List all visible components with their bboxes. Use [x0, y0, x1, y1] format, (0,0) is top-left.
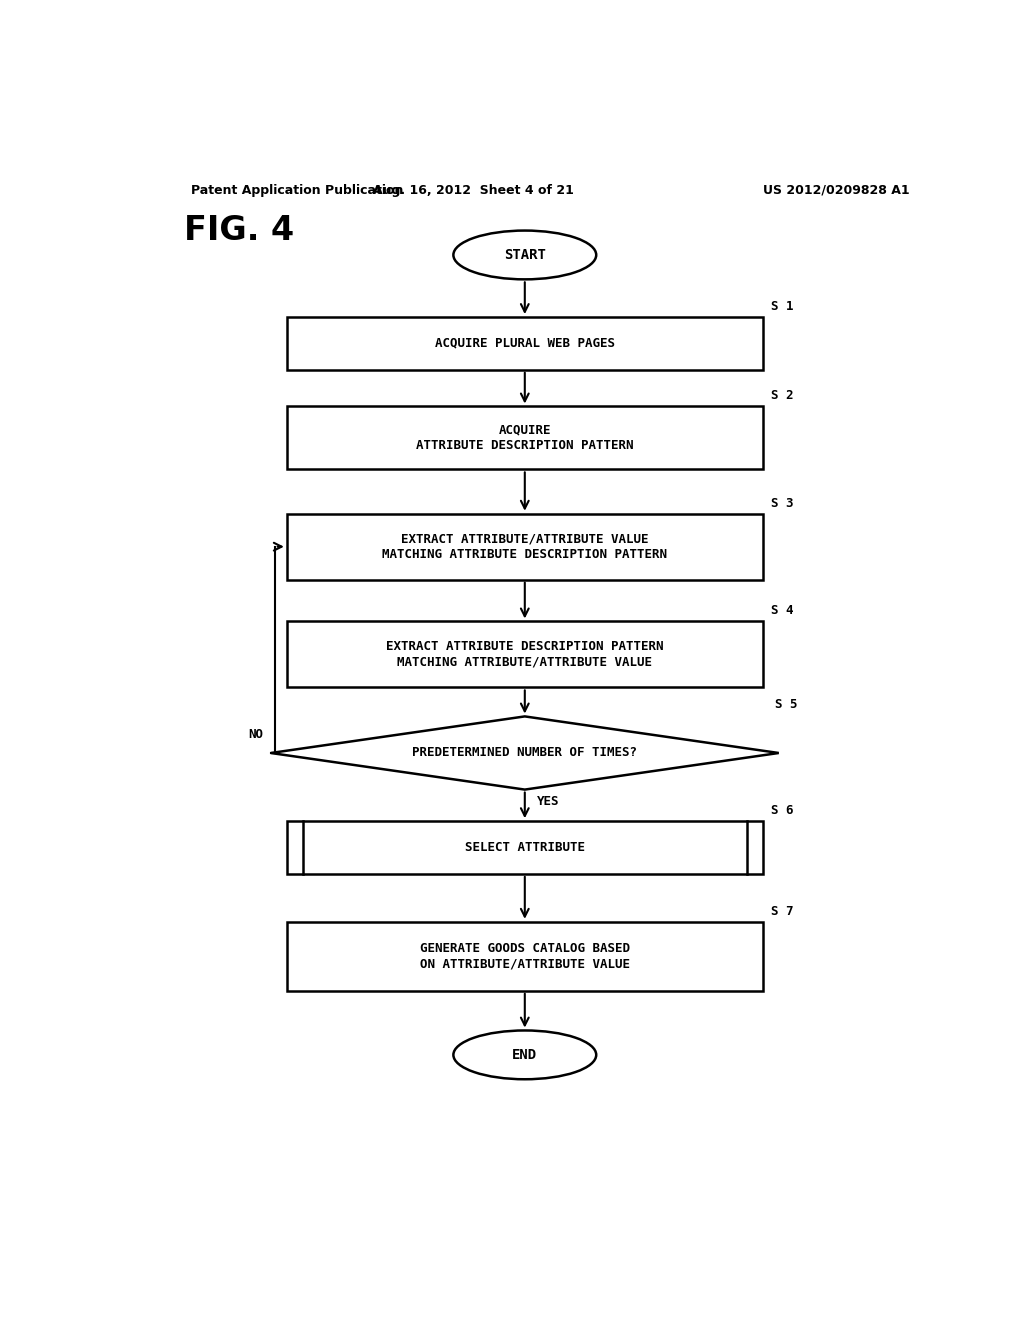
Text: EXTRACT ATTRIBUTE/ATTRIBUTE VALUE
MATCHING ATTRIBUTE DESCRIPTION PATTERN: EXTRACT ATTRIBUTE/ATTRIBUTE VALUE MATCHI… [382, 533, 668, 561]
Text: YES: YES [537, 795, 559, 808]
Text: NO: NO [248, 727, 263, 741]
Text: S 2: S 2 [771, 389, 794, 403]
FancyBboxPatch shape [287, 921, 763, 991]
Text: SELECT ATTRIBUTE: SELECT ATTRIBUTE [465, 841, 585, 854]
Text: S 1: S 1 [771, 300, 794, 313]
Text: US 2012/0209828 A1: US 2012/0209828 A1 [763, 183, 909, 197]
Text: Patent Application Publication: Patent Application Publication [191, 183, 403, 197]
FancyBboxPatch shape [287, 513, 763, 579]
Ellipse shape [454, 231, 596, 280]
Ellipse shape [454, 1031, 596, 1080]
Text: ACQUIRE
ATTRIBUTE DESCRIPTION PATTERN: ACQUIRE ATTRIBUTE DESCRIPTION PATTERN [416, 424, 634, 451]
Text: EXTRACT ATTRIBUTE DESCRIPTION PATTERN
MATCHING ATTRIBUTE/ATTRIBUTE VALUE: EXTRACT ATTRIBUTE DESCRIPTION PATTERN MA… [386, 640, 664, 668]
Text: START: START [504, 248, 546, 261]
Text: FIG. 4: FIG. 4 [183, 214, 294, 247]
Text: GENERATE GOODS CATALOG BASED
ON ATTRIBUTE/ATTRIBUTE VALUE: GENERATE GOODS CATALOG BASED ON ATTRIBUT… [420, 942, 630, 970]
FancyBboxPatch shape [287, 821, 763, 874]
Text: ACQUIRE PLURAL WEB PAGES: ACQUIRE PLURAL WEB PAGES [435, 337, 614, 350]
Text: S 3: S 3 [771, 496, 794, 510]
FancyBboxPatch shape [287, 317, 763, 370]
Text: S 4: S 4 [771, 605, 794, 618]
FancyBboxPatch shape [287, 407, 763, 470]
Text: PREDETERMINED NUMBER OF TIMES?: PREDETERMINED NUMBER OF TIMES? [413, 747, 637, 759]
Polygon shape [270, 717, 779, 789]
Text: END: END [512, 1048, 538, 1061]
Text: S 6: S 6 [771, 804, 794, 817]
Text: Aug. 16, 2012  Sheet 4 of 21: Aug. 16, 2012 Sheet 4 of 21 [373, 183, 573, 197]
FancyBboxPatch shape [287, 622, 763, 688]
Text: S 5: S 5 [775, 698, 798, 711]
Text: S 7: S 7 [771, 904, 794, 917]
